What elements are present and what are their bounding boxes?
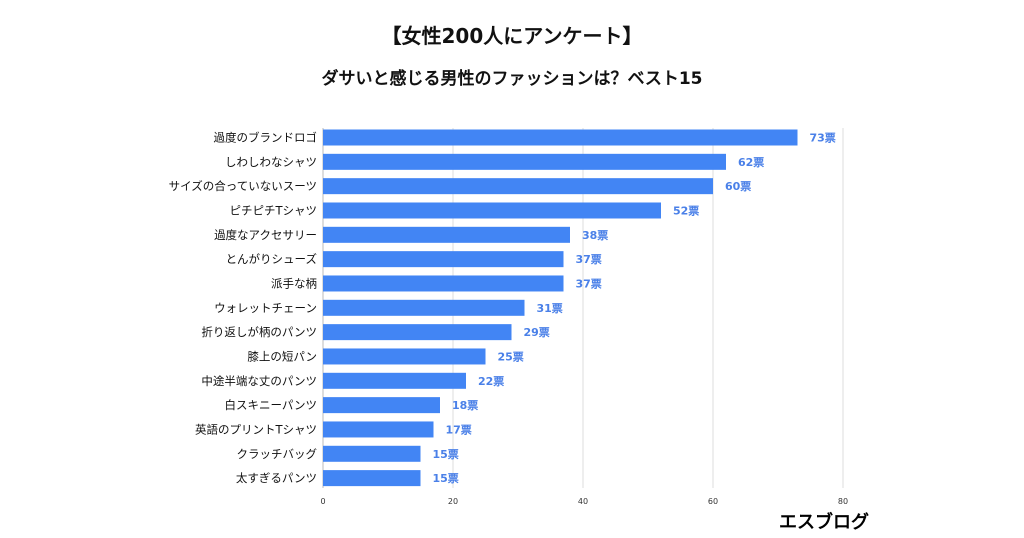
category-label: 過度のブランドロゴ — [214, 131, 318, 145]
bar — [323, 226, 570, 243]
category-label: しわしわなシャツ — [225, 155, 317, 169]
bar — [323, 421, 434, 438]
category-label: 太すぎるパンツ — [236, 471, 317, 485]
x-tick-label: 0 — [320, 497, 325, 506]
category-label: 白スキニーパンツ — [225, 398, 317, 412]
x-axis-ticks: 0 20 40 60 80 — [320, 497, 848, 506]
brand-logo-text: エスブログ — [779, 512, 869, 533]
value-label: 52票 — [673, 204, 699, 217]
category-label: 折り返しが柄のパンツ — [201, 325, 317, 339]
value-label: 22票 — [478, 375, 504, 388]
value-label: 17票 — [446, 423, 472, 436]
category-label: ウォレットチェーン — [214, 301, 317, 315]
value-label: 37票 — [576, 277, 602, 290]
bar — [323, 178, 713, 195]
bar — [323, 470, 421, 487]
x-tick-label: 60 — [708, 497, 718, 506]
value-label: 73票 — [810, 132, 836, 145]
bar — [323, 348, 486, 365]
bar — [323, 445, 421, 462]
chart-title: 【女性200人にアンケート】 — [381, 24, 643, 48]
chart-subtitle: ダサいと感じる男性のファッションは？ベスト15 — [321, 69, 703, 89]
value-label: 15票 — [433, 472, 459, 485]
x-tick-label: 20 — [448, 497, 458, 506]
value-label: 37票 — [576, 253, 602, 266]
category-label: 派手な柄 — [271, 276, 317, 290]
category-label: 膝上の短パン — [247, 349, 317, 363]
x-tick-label: 80 — [838, 497, 848, 506]
category-label: ピチピチTシャツ — [229, 203, 317, 217]
bar — [323, 202, 661, 219]
category-labels: 過度のブランドロゴしわしわなシャツサイズの合っていないスーツピチピチTシャツ過度… — [169, 131, 318, 486]
bar — [323, 324, 512, 341]
category-label: サイズの合っていないスーツ — [169, 179, 317, 193]
value-label: 25票 — [498, 350, 524, 363]
category-label: 過度なアクセサリー — [214, 228, 317, 242]
bar — [323, 397, 440, 414]
x-tick-label: 40 — [578, 497, 588, 506]
value-label: 31票 — [537, 302, 563, 315]
category-label: とんがりシューズ — [226, 252, 317, 266]
bar — [323, 299, 525, 316]
bar — [323, 153, 726, 170]
value-label: 15票 — [433, 448, 459, 461]
value-label: 62票 — [738, 156, 764, 169]
bar — [323, 275, 564, 292]
value-label: 18票 — [452, 399, 478, 412]
category-label: 英語のプリントTシャツ — [195, 422, 317, 436]
value-label: 60票 — [725, 180, 751, 193]
bar — [323, 372, 466, 389]
category-label: クラッチバッグ — [237, 447, 318, 461]
bars — [323, 129, 798, 487]
value-label: 38票 — [582, 229, 608, 242]
bar — [323, 251, 564, 268]
category-label: 中途半端な丈のパンツ — [201, 374, 317, 388]
bar — [323, 129, 798, 146]
value-label: 29票 — [524, 326, 550, 339]
